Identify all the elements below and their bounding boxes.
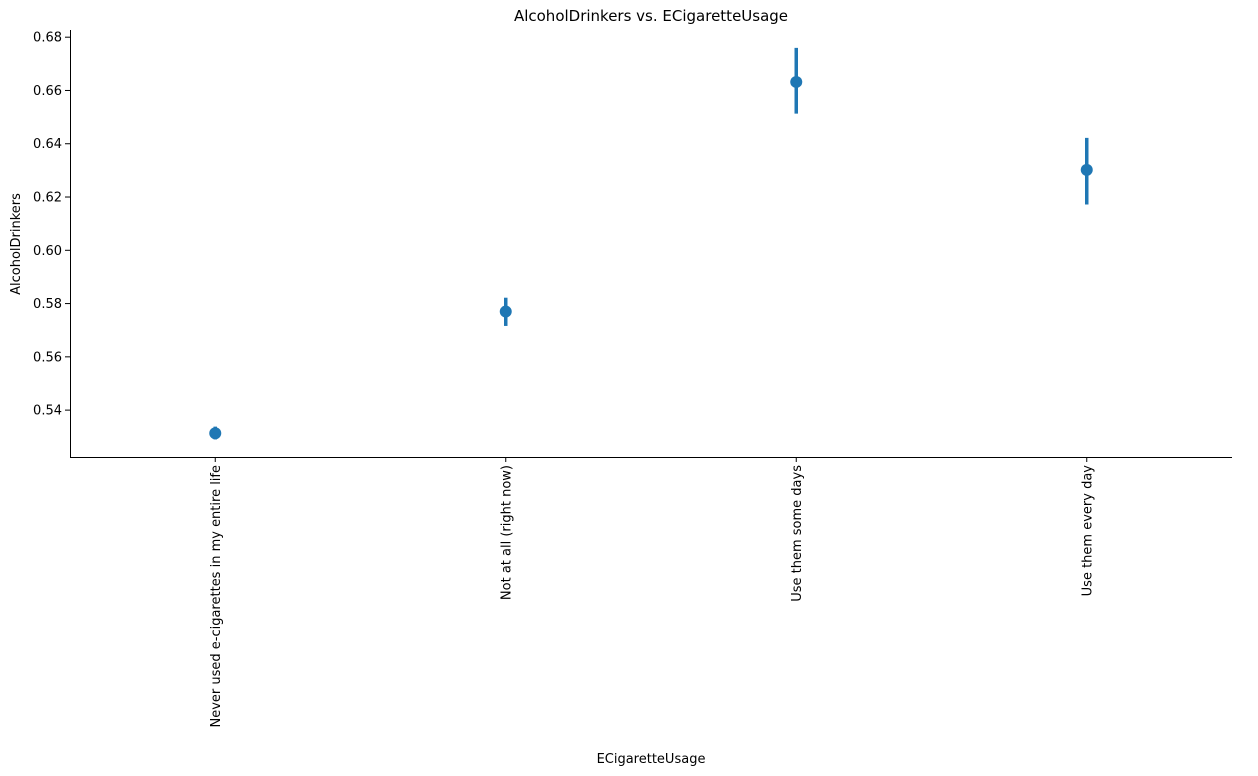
x-axis-ticks: Never used e-cigarettes in my entire lif… — [209, 457, 1095, 728]
y-axis-ticks: 0.54 0.56 0.58 0.60 0.62 0.64 0.66 0.68 — [33, 31, 70, 419]
y-tick-label: 0.54 — [33, 404, 62, 419]
x-tick-label: Use them some days — [790, 465, 805, 602]
x-tick-label: Never used e-cigarettes in my entire lif… — [209, 465, 224, 728]
y-tick-label: 0.68 — [33, 31, 62, 46]
y-tick-label: 0.66 — [33, 84, 62, 99]
chart-title: AlcoholDrinkers vs. ECigaretteUsage — [514, 7, 788, 25]
y-tick-label: 0.58 — [33, 297, 62, 312]
series-points — [209, 47, 1093, 440]
data-point — [1080, 163, 1093, 176]
x-axis-label: ECigaretteUsage — [597, 752, 706, 767]
y-tick-label: 0.62 — [33, 191, 62, 206]
y-axis-label: AlcoholDrinkers — [9, 193, 24, 295]
y-tick-label: 0.56 — [33, 350, 62, 365]
x-tick-label: Use them every day — [1080, 465, 1095, 597]
data-point — [209, 427, 222, 440]
y-tick-label: 0.60 — [33, 244, 62, 259]
data-point — [790, 75, 803, 88]
data-point — [499, 305, 512, 318]
x-tick-label: Not at all (right now) — [499, 465, 514, 600]
y-tick-label: 0.64 — [33, 137, 62, 152]
